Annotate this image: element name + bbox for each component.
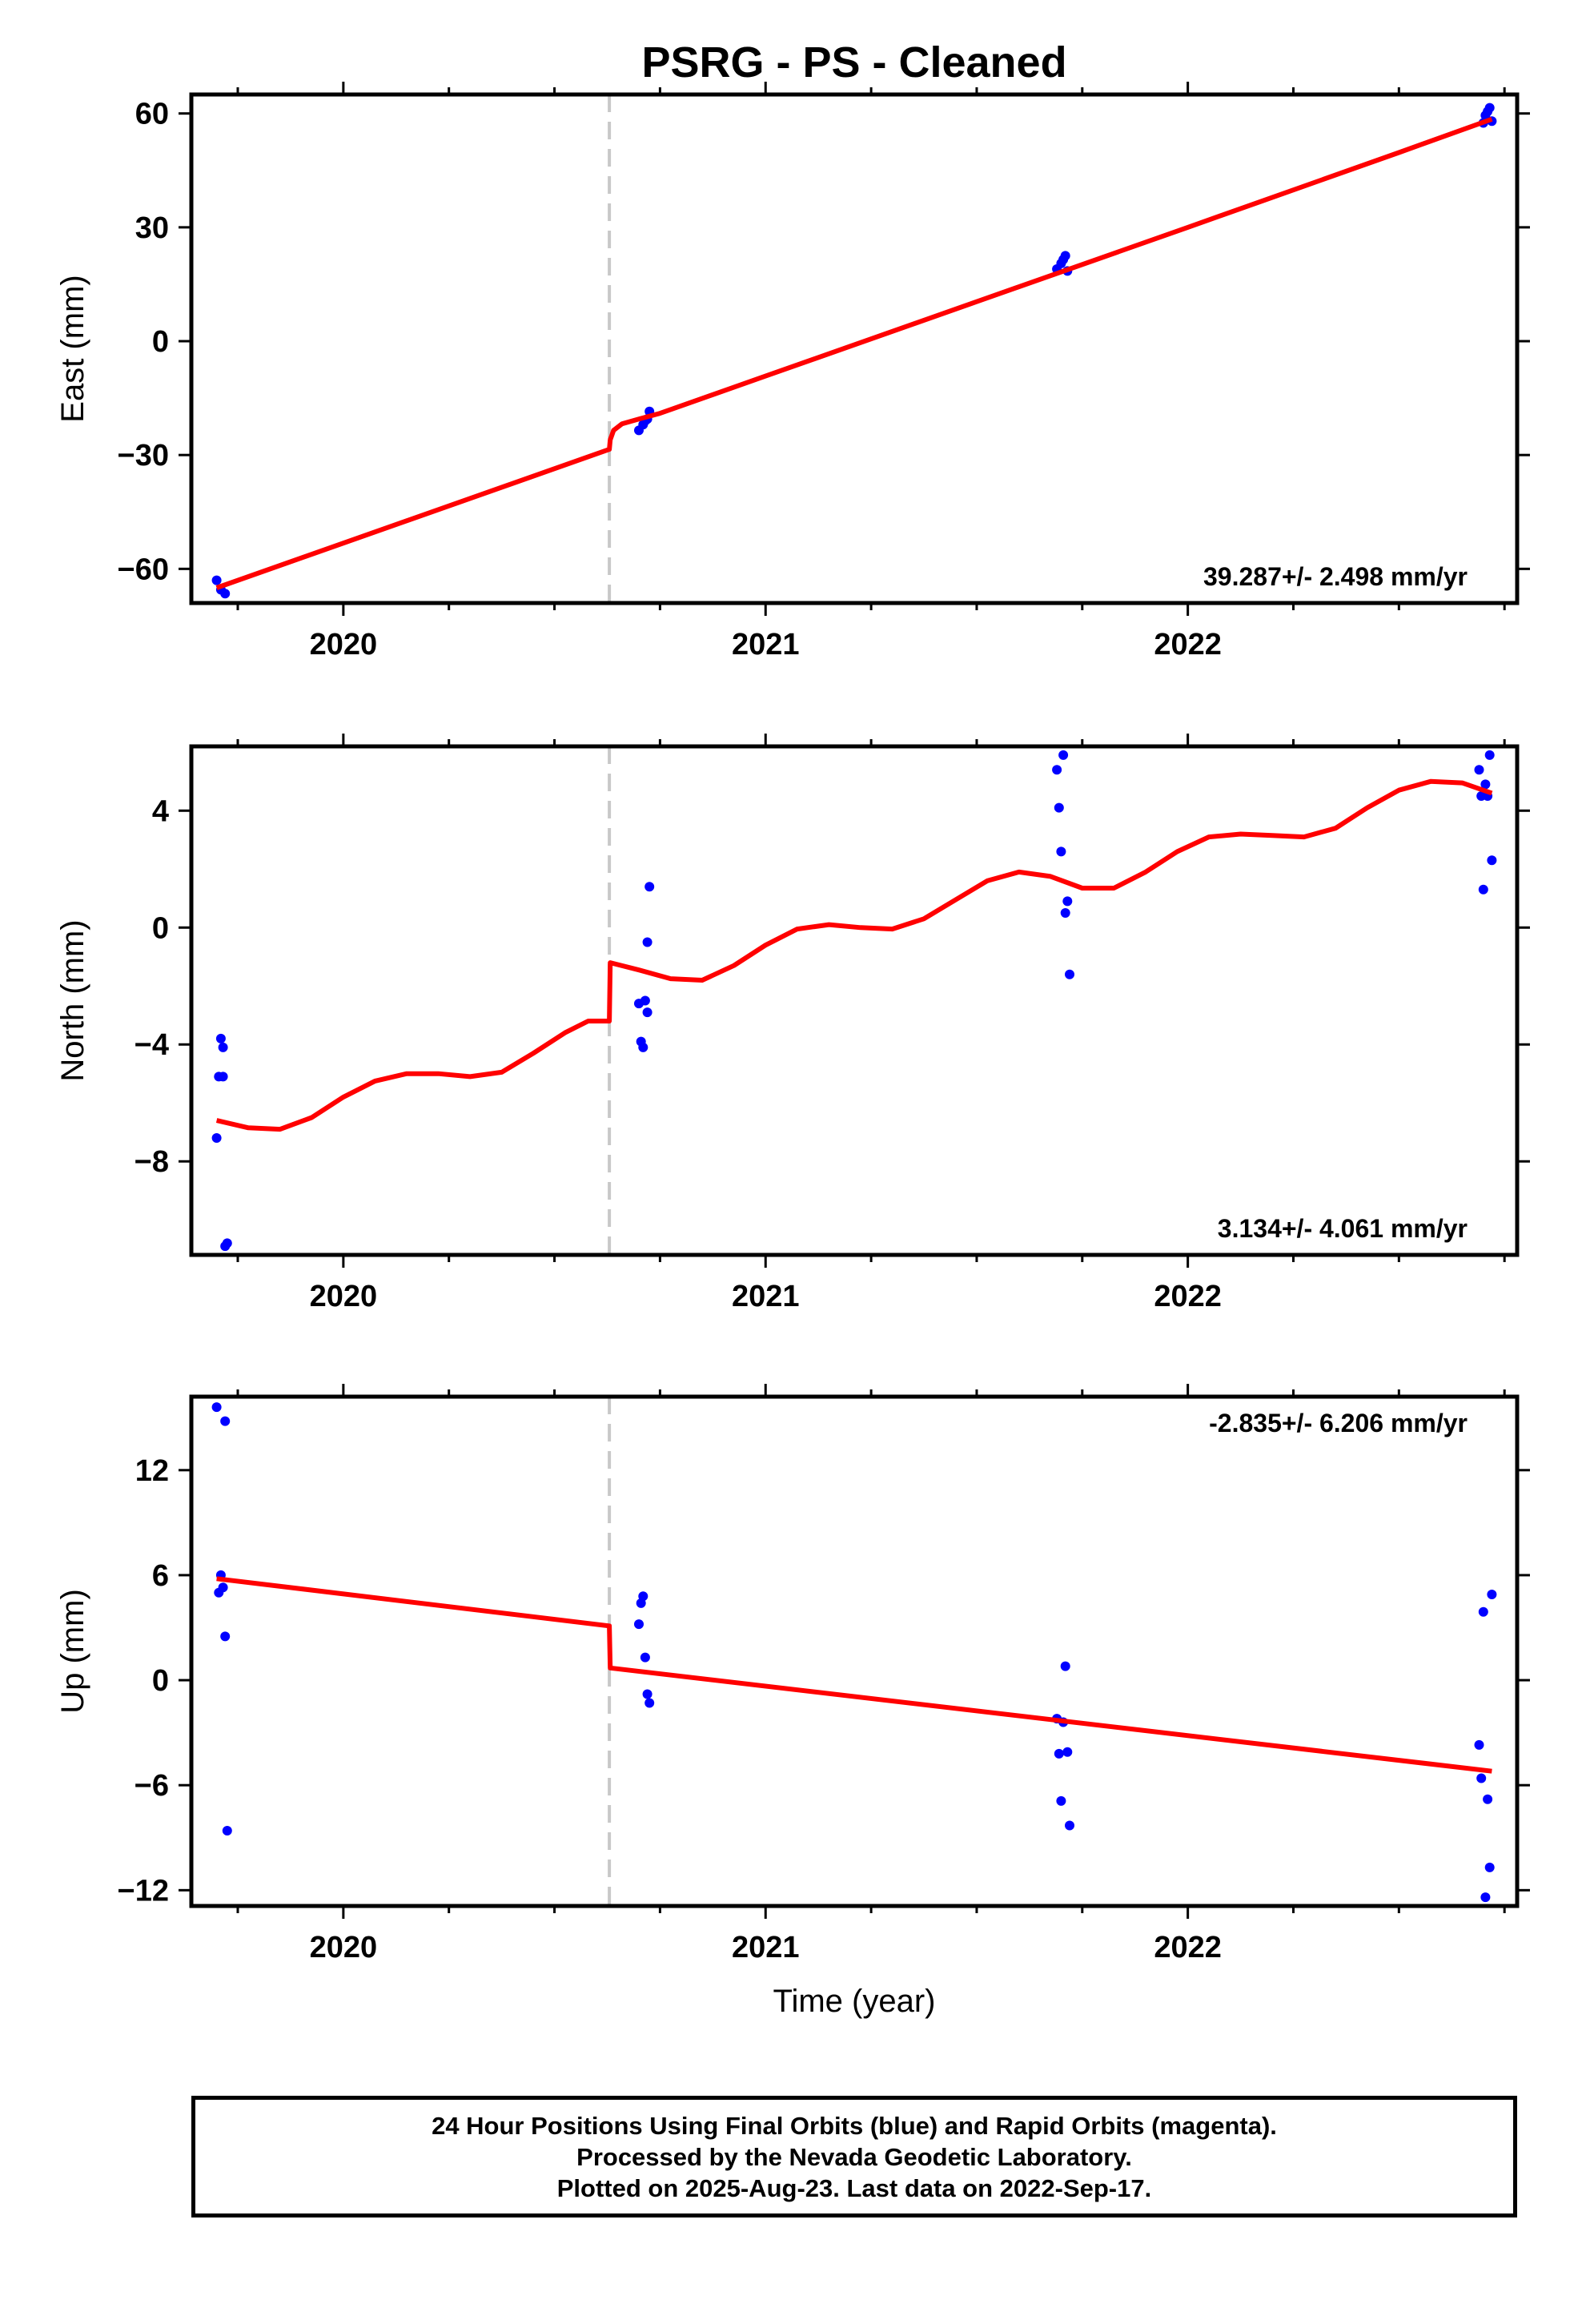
points-north <box>211 750 1497 1252</box>
data-point-up-26 <box>1487 1590 1497 1599</box>
x-tick-label-up: 2021 <box>732 1931 800 1964</box>
data-point-north-19 <box>1062 896 1073 907</box>
x-tick-label-north: 2020 <box>310 1280 378 1313</box>
x-tick-label-up: 2020 <box>310 1931 378 1964</box>
data-point-up-17 <box>1060 1661 1070 1671</box>
data-point-up-11 <box>642 1689 652 1699</box>
data-point-east-11 <box>1060 251 1070 261</box>
data-point-north-18 <box>1060 908 1070 918</box>
data-point-north-23 <box>1478 884 1488 895</box>
y-tick-label-east: 0 <box>152 325 169 359</box>
model-line-north <box>215 778 1493 1132</box>
data-point-east-0 <box>211 575 222 585</box>
frame-north <box>189 744 1520 1257</box>
data-point-east-2 <box>220 589 231 599</box>
data-point-north-11 <box>642 1007 652 1018</box>
y-tick-label-north: 0 <box>152 911 169 945</box>
data-point-north-15 <box>1054 802 1064 813</box>
y-axis-label-east: East (mm) <box>55 275 90 422</box>
data-point-up-6 <box>222 1826 232 1835</box>
data-point-up-4 <box>220 1416 231 1426</box>
frame-east <box>189 92 1520 605</box>
data-point-north-6 <box>222 1238 232 1248</box>
y-axis-label-up: Up (mm) <box>55 1589 90 1714</box>
data-point-north-14 <box>1052 765 1062 775</box>
panel-east: 2020 2021 2022 −60 −30 0 30 60 East (mm) 39.287+/… <box>55 82 1530 661</box>
x-tick-label-north: 2021 <box>732 1280 800 1313</box>
y-tick-label-north: 4 <box>152 794 169 828</box>
y-tick-label-up: −6 <box>135 1769 169 1803</box>
data-point-up-19 <box>1065 1820 1074 1831</box>
rate-label-north: 3.134+/- 4.061 mm/yr <box>1218 1214 1468 1243</box>
data-point-north-3 <box>218 1072 228 1082</box>
footer-line-orbits: 24 Hour Positions Using Final Orbits (bl… <box>432 2111 1277 2140</box>
footer-line-plotted: Plotted on 2025-Aug-23. Last data on 202… <box>556 2173 1152 2202</box>
data-point-up-24 <box>1483 1794 1493 1804</box>
frame-up <box>189 1394 1520 1908</box>
data-point-up-5 <box>220 1631 231 1642</box>
data-point-up-22 <box>1478 1606 1488 1617</box>
rate-label-up: -2.835+/- 6.206 mm/yr <box>1209 1409 1468 1437</box>
data-point-up-9 <box>638 1591 648 1602</box>
data-point-north-24 <box>1480 779 1491 790</box>
y-tick-label-up: 12 <box>135 1454 169 1488</box>
footer-box: 24 Hour Positions Using Final Orbits (bl… <box>191 2096 1517 2217</box>
panel-up: 2020 2021 2022 −12 −6 0 6 12 Up (mm) -2.835+/- 6.… <box>55 1384 1530 1964</box>
x-tick-label-east: 2022 <box>1154 628 1222 661</box>
y-tick-label-up: 0 <box>152 1664 169 1698</box>
x-tick-label-east: 2020 <box>310 628 378 661</box>
x-tick-label-east: 2021 <box>732 628 800 661</box>
data-point-north-27 <box>1487 855 1497 866</box>
y-tick-label-east: 60 <box>135 98 169 131</box>
data-point-up-7 <box>634 1619 644 1630</box>
data-point-north-17 <box>1058 750 1069 760</box>
data-point-up-0 <box>211 1402 222 1413</box>
panel-north: 2020 2021 2022 −8 −4 0 4 North (mm) 3.134+/- 4.0… <box>55 734 1530 1313</box>
y-tick-label-up: 6 <box>152 1559 169 1593</box>
data-point-north-21 <box>1474 765 1484 775</box>
model-line-east <box>215 116 1493 590</box>
y-axis-label-north: North (mm) <box>55 919 90 1081</box>
data-point-up-3 <box>218 1582 228 1593</box>
y-tick-label-east: 30 <box>135 211 169 245</box>
data-point-north-4 <box>218 1042 228 1052</box>
data-point-up-10 <box>640 1652 650 1663</box>
footer-line-processed: Processed by the Nevada Geodetic Laborat… <box>576 2142 1132 2171</box>
data-point-up-14 <box>1054 1748 1064 1759</box>
data-point-north-10 <box>640 995 650 1006</box>
y-tick-label-east: −60 <box>118 553 169 586</box>
data-point-north-20 <box>1065 969 1074 979</box>
data-point-up-25 <box>1484 1862 1495 1872</box>
data-point-up-23 <box>1480 1892 1491 1903</box>
data-point-up-18 <box>1062 1747 1073 1757</box>
data-point-north-26 <box>1484 750 1495 760</box>
data-point-up-20 <box>1474 1739 1484 1750</box>
rate-label-east: 39.287+/- 2.498 mm/yr <box>1203 562 1468 591</box>
data-point-north-16 <box>1056 846 1066 857</box>
points-up <box>211 1402 1497 1903</box>
y-tick-label-up: −12 <box>118 1874 169 1908</box>
data-point-up-21 <box>1476 1773 1487 1783</box>
data-point-up-15 <box>1056 1795 1066 1806</box>
data-point-north-0 <box>211 1133 222 1143</box>
model-line-up <box>216 1576 1492 1774</box>
y-tick-label-north: −4 <box>135 1028 169 1062</box>
data-point-north-2 <box>215 1033 226 1043</box>
data-point-up-12 <box>644 1698 655 1708</box>
chart-title: PSRG - PS - Cleaned <box>641 38 1066 86</box>
x-tick-label-north: 2022 <box>1154 1280 1222 1313</box>
data-point-north-13 <box>644 882 655 892</box>
y-tick-label-north: −8 <box>135 1145 169 1179</box>
x-tick-label-up: 2022 <box>1154 1931 1222 1964</box>
data-point-north-9 <box>638 1042 648 1052</box>
x-axis-label: Time (year) <box>773 1984 936 2019</box>
data-point-north-12 <box>642 937 652 947</box>
y-tick-label-east: −30 <box>118 439 169 472</box>
data-point-east-16 <box>1484 103 1495 113</box>
